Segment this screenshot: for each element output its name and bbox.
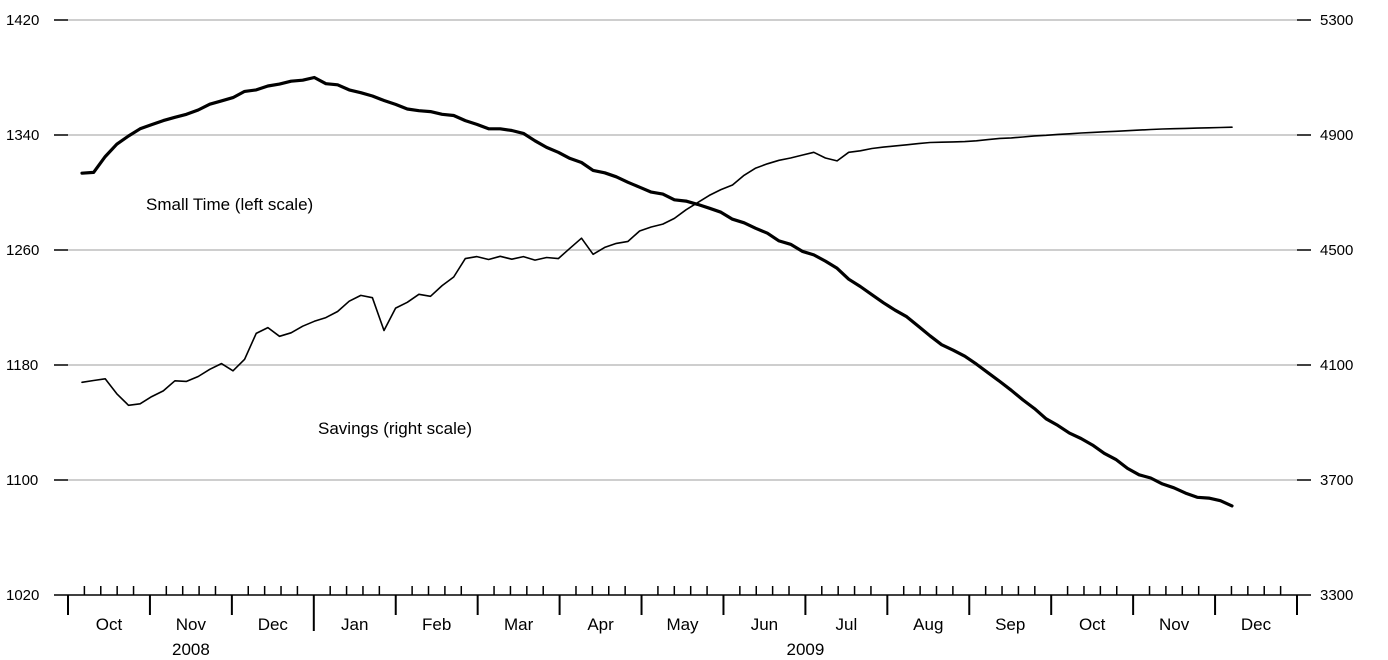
left-tick-label: 1180 xyxy=(6,357,38,374)
left-tick-label: 1020 xyxy=(6,587,39,604)
month-label: Oct xyxy=(1079,615,1106,634)
series-lines xyxy=(80,75,1234,508)
series-line-savings xyxy=(81,126,1233,407)
month-label: Apr xyxy=(587,615,614,634)
left-tick-label: 1260 xyxy=(6,242,39,259)
month-label: Dec xyxy=(1241,615,1272,634)
series-line-small-time xyxy=(80,75,1234,508)
annotation-savings: Savings (right scale) xyxy=(318,419,472,438)
month-label: Feb xyxy=(422,615,451,634)
left-tick-label: 1340 xyxy=(6,127,39,144)
right-tick-label: 4900 xyxy=(1320,127,1353,144)
left-tick-label: 1100 xyxy=(6,472,38,489)
month-label: May xyxy=(666,615,699,634)
left-tick-label: 1420 xyxy=(6,12,39,29)
month-label: Nov xyxy=(176,615,207,634)
month-label: Mar xyxy=(504,615,534,634)
month-label: Nov xyxy=(1159,615,1190,634)
right-tick-label: 3300 xyxy=(1320,587,1353,604)
month-label: Aug xyxy=(913,615,943,634)
annotation-small-time: Small Time (left scale) xyxy=(146,195,313,214)
annotations: Small Time (left scale) Savings (right sc… xyxy=(146,195,472,438)
right-tick-label: 4500 xyxy=(1320,242,1353,259)
month-label: Sep xyxy=(995,615,1025,634)
year-label: 2008 xyxy=(172,640,210,659)
month-label: Dec xyxy=(258,615,289,634)
month-label: Oct xyxy=(96,615,123,634)
month-label: Jul xyxy=(835,615,857,634)
month-label: Jan xyxy=(341,615,368,634)
axes: 1020 1100 1180 1260 1340 1420 3300 3700 4100 4500… xyxy=(6,12,1353,659)
month-label: Jun xyxy=(751,615,778,634)
year-label: 2009 xyxy=(786,640,824,659)
right-tick-label: 5300 xyxy=(1320,12,1353,29)
gridlines xyxy=(68,19,1297,481)
right-tick-label: 3700 xyxy=(1320,472,1353,489)
right-tick-label: 4100 xyxy=(1320,357,1353,374)
